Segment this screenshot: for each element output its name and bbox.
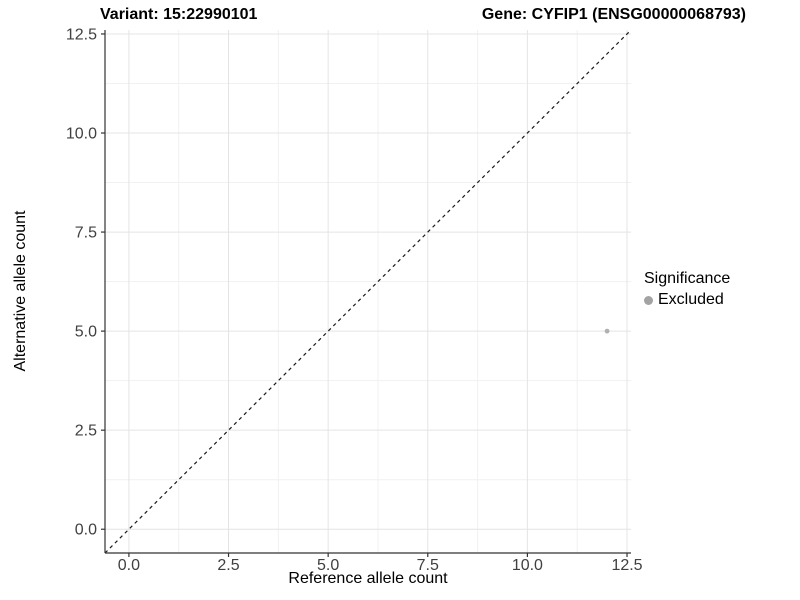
- legend-key-dot: [644, 295, 653, 305]
- x-tick-label: 2.5: [217, 557, 239, 574]
- x-tick-label: 0.0: [118, 557, 140, 574]
- x-tick-label: 5.0: [317, 557, 339, 574]
- legend-title: Significance: [644, 270, 731, 287]
- y-tick-label: 10.0: [66, 126, 97, 143]
- x-tick-label: 7.5: [417, 557, 439, 574]
- x-axis-label: Reference allele count: [288, 570, 448, 587]
- y-tick-label: 2.5: [75, 423, 97, 440]
- y-tick-label: 12.5: [66, 26, 97, 43]
- y-tick-label: 0.0: [75, 522, 97, 539]
- legend: Significance Excluded: [644, 270, 730, 309]
- x-tick-label: 12.5: [611, 557, 642, 574]
- y-tick-label: 7.5: [75, 225, 97, 242]
- legend-item-label: Excluded: [658, 291, 724, 308]
- y-axis-label: Alternative allele count: [12, 210, 29, 372]
- legend-item-excluded: Excluded: [644, 291, 730, 309]
- x-tick-label: 10.0: [512, 557, 543, 574]
- chart-title: Variant: 15:22990101 Gene: CYFIP1 (ENSG0…: [100, 6, 746, 24]
- y-tick-label: 5.0: [75, 324, 97, 341]
- gene-title: Gene: CYFIP1 (ENSG00000068793): [481, 6, 746, 23]
- identity-line: [104, 29, 632, 554]
- variant-title: Variant: 15:22990101: [100, 6, 258, 23]
- data-point: [604, 328, 610, 334]
